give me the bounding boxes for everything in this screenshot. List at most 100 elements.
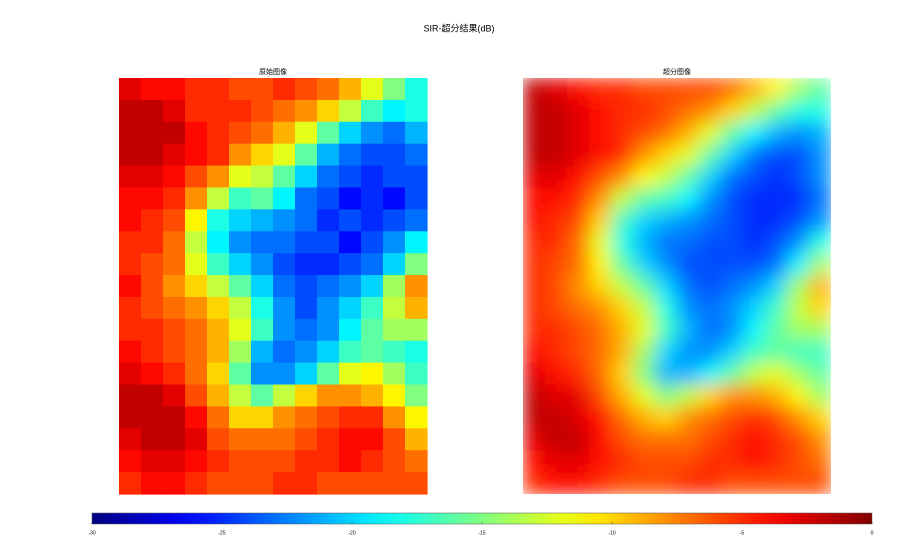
cell <box>229 450 252 473</box>
cell <box>229 296 252 320</box>
cell <box>545 318 568 342</box>
cell <box>743 209 766 232</box>
cell <box>809 275 831 298</box>
cell <box>229 187 252 210</box>
cell <box>339 165 362 189</box>
cell <box>383 406 406 429</box>
cell <box>251 384 274 408</box>
colorbar-tick-label: -10 <box>608 530 615 536</box>
cell <box>765 121 788 145</box>
cell <box>567 450 590 473</box>
cell <box>383 450 406 473</box>
cell <box>251 428 274 451</box>
cell <box>119 472 142 495</box>
cell <box>743 253 766 276</box>
cell <box>383 253 406 276</box>
cell <box>119 121 142 145</box>
cell <box>633 384 656 408</box>
cell <box>787 253 810 276</box>
cell <box>185 187 208 210</box>
cell <box>611 450 634 473</box>
cell <box>163 296 186 320</box>
cell <box>317 406 340 429</box>
cell <box>185 384 208 408</box>
cell <box>119 362 142 386</box>
cell <box>251 362 274 386</box>
cell <box>655 384 678 408</box>
cell <box>809 187 831 210</box>
cell <box>207 253 230 276</box>
cell <box>361 143 384 167</box>
cell <box>405 340 428 364</box>
cell <box>677 165 700 189</box>
cell <box>141 78 164 101</box>
cell <box>655 362 678 386</box>
cell <box>633 428 656 451</box>
cell <box>677 143 700 167</box>
cell <box>633 143 656 167</box>
cell <box>405 165 428 189</box>
cell <box>611 231 634 254</box>
cell <box>141 428 164 451</box>
cell <box>141 187 164 210</box>
cell <box>339 384 362 408</box>
cell <box>207 428 230 451</box>
cell <box>163 121 186 145</box>
cell <box>721 296 744 320</box>
cell <box>633 187 656 210</box>
cell <box>119 275 142 298</box>
cell <box>383 209 406 232</box>
cell <box>251 253 274 276</box>
cell <box>611 472 634 494</box>
cell <box>207 99 230 123</box>
cell <box>655 99 678 123</box>
cell <box>523 253 546 276</box>
cell <box>119 187 142 210</box>
cell <box>677 99 700 123</box>
cell <box>787 384 810 408</box>
cell <box>317 275 340 298</box>
cell <box>317 296 340 320</box>
cell <box>743 384 766 408</box>
cell <box>589 318 612 342</box>
cell <box>743 275 766 298</box>
cell <box>787 231 810 254</box>
cell <box>317 362 340 386</box>
cell <box>229 253 252 276</box>
cell <box>383 165 406 189</box>
cell <box>383 384 406 408</box>
cell <box>765 165 788 189</box>
cell <box>567 143 590 167</box>
cell <box>567 318 590 342</box>
cell <box>545 187 568 210</box>
cell <box>405 362 428 386</box>
cell <box>207 209 230 232</box>
cell <box>523 275 546 298</box>
cell <box>721 121 744 145</box>
cell <box>141 384 164 408</box>
cell <box>383 362 406 386</box>
cell <box>361 296 384 320</box>
cell <box>163 231 186 254</box>
cell <box>273 406 296 429</box>
colorbar-tick-label: -30 <box>88 530 95 536</box>
heatmap-cells <box>119 78 428 495</box>
cell <box>765 472 788 494</box>
cell <box>383 275 406 298</box>
cell <box>699 384 722 408</box>
colorbar-tick-label: -15 <box>478 530 485 536</box>
cell <box>119 165 142 189</box>
cell <box>207 143 230 167</box>
cell <box>611 296 634 320</box>
cell <box>787 428 810 451</box>
cell <box>787 406 810 429</box>
cell <box>163 406 186 429</box>
cell <box>809 472 831 494</box>
cell <box>589 275 612 298</box>
cell <box>567 231 590 254</box>
cell <box>119 406 142 429</box>
cell <box>163 253 186 276</box>
cell <box>317 99 340 123</box>
cell <box>523 78 546 101</box>
cell <box>405 318 428 342</box>
